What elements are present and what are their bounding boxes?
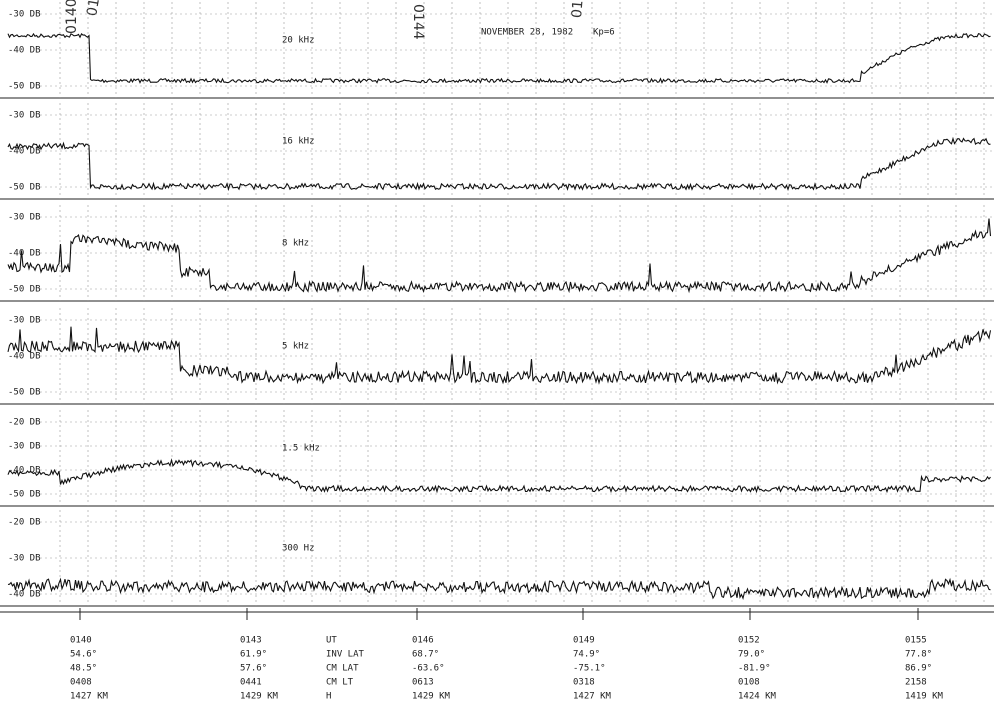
footer-value: 1427 KM bbox=[70, 692, 109, 702]
footer-value: 0152 bbox=[738, 636, 760, 646]
footer-value: 1427 KM bbox=[573, 692, 612, 702]
level-label: -30 DB bbox=[8, 442, 41, 452]
footer-value: 1424 KM bbox=[738, 692, 777, 702]
trace bbox=[7, 577, 991, 600]
level-label: -20 DB bbox=[8, 518, 41, 528]
footer-value: -81.9° bbox=[738, 664, 771, 674]
footer-value: 74.9° bbox=[573, 650, 600, 660]
footer-value: 0108 bbox=[738, 678, 760, 688]
footer-value: 61.9° bbox=[240, 650, 267, 660]
level-label: -30 DB bbox=[8, 554, 41, 564]
footer-value: CM LT bbox=[326, 678, 354, 688]
level-label: -50 DB bbox=[8, 82, 41, 92]
footer-value: 1419 KM bbox=[905, 692, 944, 702]
kp-index: Kp=6 bbox=[593, 28, 615, 38]
footer-value: 77.8° bbox=[905, 650, 932, 660]
footer-value: 0318 bbox=[573, 678, 595, 688]
level-label: -30 DB bbox=[8, 111, 41, 121]
handwritten-time: 0144 bbox=[410, 4, 426, 40]
footer-value: 0441 bbox=[240, 678, 262, 688]
level-label: -40 DB bbox=[8, 46, 41, 56]
footer-value: 1429 KM bbox=[412, 692, 451, 702]
handwritten-time: 0141 bbox=[84, 0, 106, 17]
frequency-label: 5 kHz bbox=[282, 342, 309, 352]
footer-value: 1429 KM bbox=[240, 692, 279, 702]
footer-value: 0408 bbox=[70, 678, 92, 688]
footer-value: INV LAT bbox=[326, 650, 365, 660]
footer-value: 0149 bbox=[573, 636, 595, 646]
level-label: -30 DB bbox=[8, 316, 41, 326]
level-label: -40 DB bbox=[8, 249, 41, 259]
footer-value: 0613 bbox=[412, 678, 434, 688]
footer-value: 0155 bbox=[905, 636, 927, 646]
frequency-label: 1.5 kHz bbox=[282, 444, 320, 454]
footer-value: CM LAT bbox=[326, 664, 359, 674]
footer-value: UT bbox=[326, 636, 337, 646]
trace bbox=[7, 458, 991, 494]
level-label: -50 DB bbox=[8, 388, 41, 398]
footer-value: 0143 bbox=[240, 636, 262, 646]
footer-value: 2158 bbox=[905, 678, 927, 688]
level-label: -50 DB bbox=[8, 183, 41, 193]
footer-value: 57.6° bbox=[240, 664, 267, 674]
footer-value: 0140 bbox=[70, 636, 92, 646]
frequency-label: 20 kHz bbox=[282, 36, 315, 46]
trace bbox=[7, 32, 991, 84]
handwritten-time: 0140 bbox=[64, 0, 80, 34]
level-label: -40 DB bbox=[8, 147, 41, 157]
level-label: -30 DB bbox=[8, 213, 41, 223]
footer-value: 86.9° bbox=[905, 664, 932, 674]
footer-value: -75.1° bbox=[573, 664, 606, 674]
level-label: -40 DB bbox=[8, 466, 41, 476]
level-label: -30 DB bbox=[8, 10, 41, 20]
footer-value: 0146 bbox=[412, 636, 434, 646]
footer-value: H bbox=[326, 692, 331, 702]
level-label: -50 DB bbox=[8, 490, 41, 500]
level-label: -20 DB bbox=[8, 418, 41, 428]
trace bbox=[7, 218, 992, 294]
footer-value: 68.7° bbox=[412, 650, 439, 660]
footer-value: 79.0° bbox=[738, 650, 765, 660]
level-label: -40 DB bbox=[8, 590, 41, 600]
footer-value: -63.6° bbox=[412, 664, 445, 674]
footer-value: 48.5° bbox=[70, 664, 97, 674]
frequency-label: 300 Hz bbox=[282, 544, 315, 554]
date: NOVEMBER 28, 1982 bbox=[481, 28, 573, 38]
frequency-label: 8 kHz bbox=[282, 239, 309, 249]
level-label: -50 DB bbox=[8, 285, 41, 295]
handwritten-time: 0150 bbox=[569, 0, 588, 19]
trace bbox=[7, 136, 991, 192]
trace bbox=[7, 326, 992, 385]
footer-value: 54.6° bbox=[70, 650, 97, 660]
level-label: -40 DB bbox=[8, 352, 41, 362]
frequency-label: 16 kHz bbox=[282, 137, 315, 147]
